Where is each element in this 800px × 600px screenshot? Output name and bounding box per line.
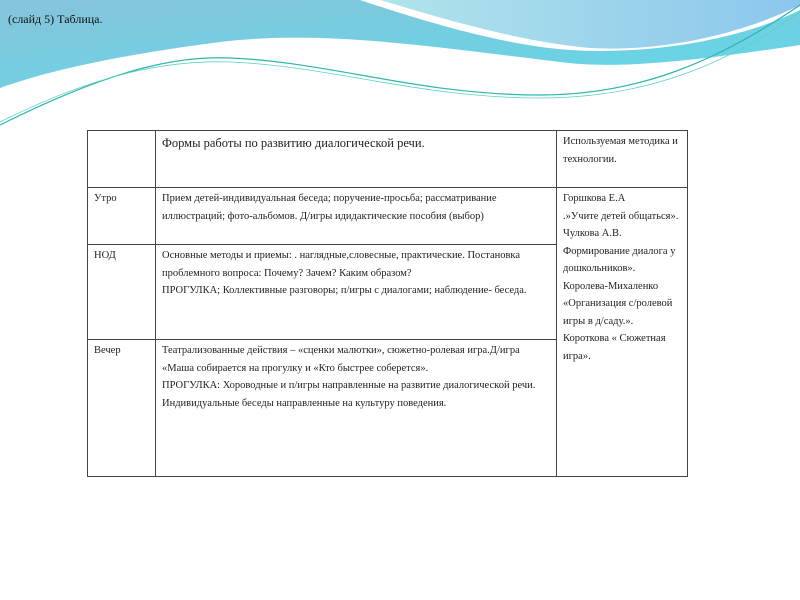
slide-title: (слайд 5) Таблица.: [8, 12, 103, 26]
row-label: Вечер: [87, 339, 156, 477]
method-line: Королева-Михаленко «Организация с/ролево…: [563, 280, 673, 327]
table-row: НОД Основные методы и приемы: . наглядны…: [87, 244, 688, 340]
header-cell-methods: Используемая методика и технологии.: [556, 130, 688, 188]
row-content: Прием детей-индивидуальная беседа; поруч…: [155, 187, 557, 245]
table-header-row: Формы работы по развитию диалогической р…: [87, 130, 688, 188]
method-line: Короткова « Сюжетная игра».: [563, 333, 666, 362]
method-line: .»Учите детей общаться».: [563, 210, 679, 222]
content-line: ПРОГУЛКА: Хороводные и п/игры направленн…: [162, 380, 536, 391]
header-cell-forms: Формы работы по развитию диалогической р…: [155, 130, 557, 188]
content-line: Индивидуальные беседы направленные на ку…: [162, 397, 447, 409]
method-line: Горшкова Е.А: [563, 193, 626, 204]
row-label: НОД: [87, 244, 156, 340]
work-forms-table: Формы работы по развитию диалогической р…: [87, 130, 688, 477]
row-content: Театрализованные действия – «сценки малю…: [155, 339, 557, 477]
methods-cell: Горшкова Е.А .»Учите детей общаться». Чу…: [556, 187, 688, 477]
row-content: Основные методы и приемы: . наглядные,сл…: [155, 244, 557, 340]
content-line: Театрализованные действия – «сценки малю…: [162, 345, 520, 374]
table-row: Утро Прием детей-индивидуальная беседа; …: [87, 187, 688, 477]
content-line: Прием детей-индивидуальная беседа; поруч…: [162, 193, 497, 222]
content-line: ПРОГУЛКА; Коллективные разговоры; п/игры…: [162, 285, 527, 296]
row-label: Утро: [87, 187, 156, 245]
table-row: Вечер Театрализованные действия – «сценк…: [87, 339, 688, 477]
header-cell-empty: [87, 130, 156, 188]
method-line: Чулкова А.В. Формирование диалога у дошк…: [563, 228, 676, 274]
content-line: Основные методы и приемы: . наглядные,сл…: [162, 250, 521, 279]
